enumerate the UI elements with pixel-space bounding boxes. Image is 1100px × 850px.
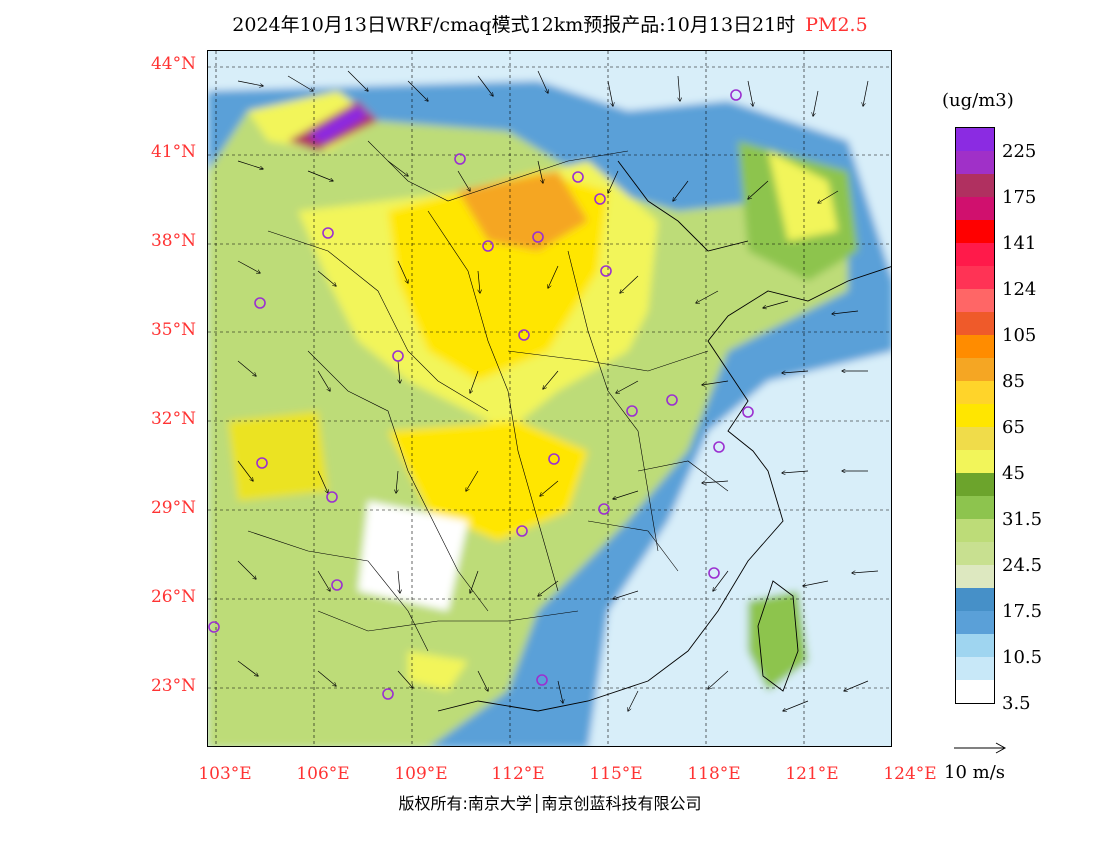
- lat-label-38n: 38°N: [150, 231, 196, 251]
- colorbar-label-65: 65: [1002, 417, 1025, 438]
- colorbar-label-141: 141: [1002, 233, 1037, 254]
- colorbar-swatch: [956, 680, 994, 703]
- wind-scale-label: 10 m/s: [944, 762, 1005, 783]
- lon-label-118e: 118°E: [687, 764, 741, 784]
- lat-label-35n: 35°N: [150, 320, 196, 340]
- lon-label-109e: 109°E: [394, 764, 448, 784]
- colorbar-swatch: [956, 335, 994, 358]
- colorbar-swatch: [956, 657, 994, 680]
- colorbar-swatch: [956, 197, 994, 220]
- colorbar-label-17-5: 17.5: [1002, 601, 1043, 622]
- wind-scale-arrow: [954, 742, 1007, 754]
- colorbar-label-124: 124: [1002, 279, 1037, 300]
- colorbar-swatch: [956, 220, 994, 243]
- lat-label-29n: 29°N: [150, 498, 196, 518]
- colorbar-swatch: [956, 565, 994, 588]
- colorbar-swatch: [956, 151, 994, 174]
- wind-vectors: [237, 70, 879, 711]
- lat-label-44n: 44°N: [150, 54, 196, 74]
- colorbar-label-225: 225: [1002, 141, 1037, 162]
- colorbar-label-24-5: 24.5: [1002, 555, 1043, 576]
- colorbar: [955, 127, 995, 704]
- coastline: [437, 160, 891, 712]
- city-markers: [208, 89, 754, 700]
- province-borders: [247, 140, 729, 652]
- colorbar-label-3-5: 3.5: [1002, 693, 1031, 714]
- colorbar-swatch: [956, 312, 994, 335]
- map-gridlines: [208, 51, 891, 746]
- colorbar-swatch: [956, 542, 994, 565]
- variable-label: PM2.5: [805, 14, 868, 36]
- colorbar-label-45: 45: [1002, 463, 1025, 484]
- colorbar-swatch: [956, 473, 994, 496]
- colorbar-swatch: [956, 289, 994, 312]
- lat-label-23n: 23°N: [150, 676, 196, 696]
- colorbar-units: (ug/m3): [942, 90, 1014, 111]
- colorbar-swatch: [956, 611, 994, 634]
- colorbar-swatch: [956, 174, 994, 197]
- colorbar-swatch: [956, 519, 994, 542]
- colorbar-label-105: 105: [1002, 325, 1037, 346]
- lat-label-32n: 32°N: [150, 409, 196, 429]
- colorbar-label-175: 175: [1002, 187, 1037, 208]
- colorbar-label-10-5: 10.5: [1002, 647, 1043, 668]
- copyright-footer: 版权所有:南京大学│南京创蓝科技有限公司: [398, 794, 702, 813]
- lon-label-106e: 106°E: [296, 764, 350, 784]
- pm25-concentration-field: [208, 51, 891, 746]
- colorbar-swatch: [956, 381, 994, 404]
- colorbar-swatch: [956, 243, 994, 266]
- colorbar-swatch: [956, 427, 994, 450]
- lon-label-112e: 112°E: [491, 764, 545, 784]
- colorbar-swatch: [956, 450, 994, 473]
- colorbar-swatch: [956, 128, 994, 151]
- lon-label-115e: 115°E: [589, 764, 643, 784]
- colorbar-label-31-5: 31.5: [1002, 509, 1043, 530]
- lon-label-124e: 124°E: [883, 764, 937, 784]
- colorbar-swatch: [956, 588, 994, 611]
- lat-label-41n: 41°N: [150, 142, 196, 162]
- colorbar-swatch: [956, 496, 994, 519]
- colorbar-swatch: [956, 404, 994, 427]
- forecast-map: [207, 50, 892, 747]
- title-text: 2024年10月13日WRF/cmaq模式12km预报产品:10月13日21时: [232, 14, 796, 36]
- map-field: [208, 51, 891, 746]
- colorbar-swatch: [956, 634, 994, 657]
- colorbar-label-85: 85: [1002, 371, 1025, 392]
- lon-label-121e: 121°E: [785, 764, 839, 784]
- colorbar-swatch: [956, 266, 994, 289]
- lat-label-26n: 26°N: [150, 587, 196, 607]
- lon-label-103e: 103°E: [198, 764, 252, 784]
- map-title: 2024年10月13日WRF/cmaq模式12km预报产品:10月13日21时 P…: [0, 10, 1100, 37]
- colorbar-swatch: [956, 358, 994, 381]
